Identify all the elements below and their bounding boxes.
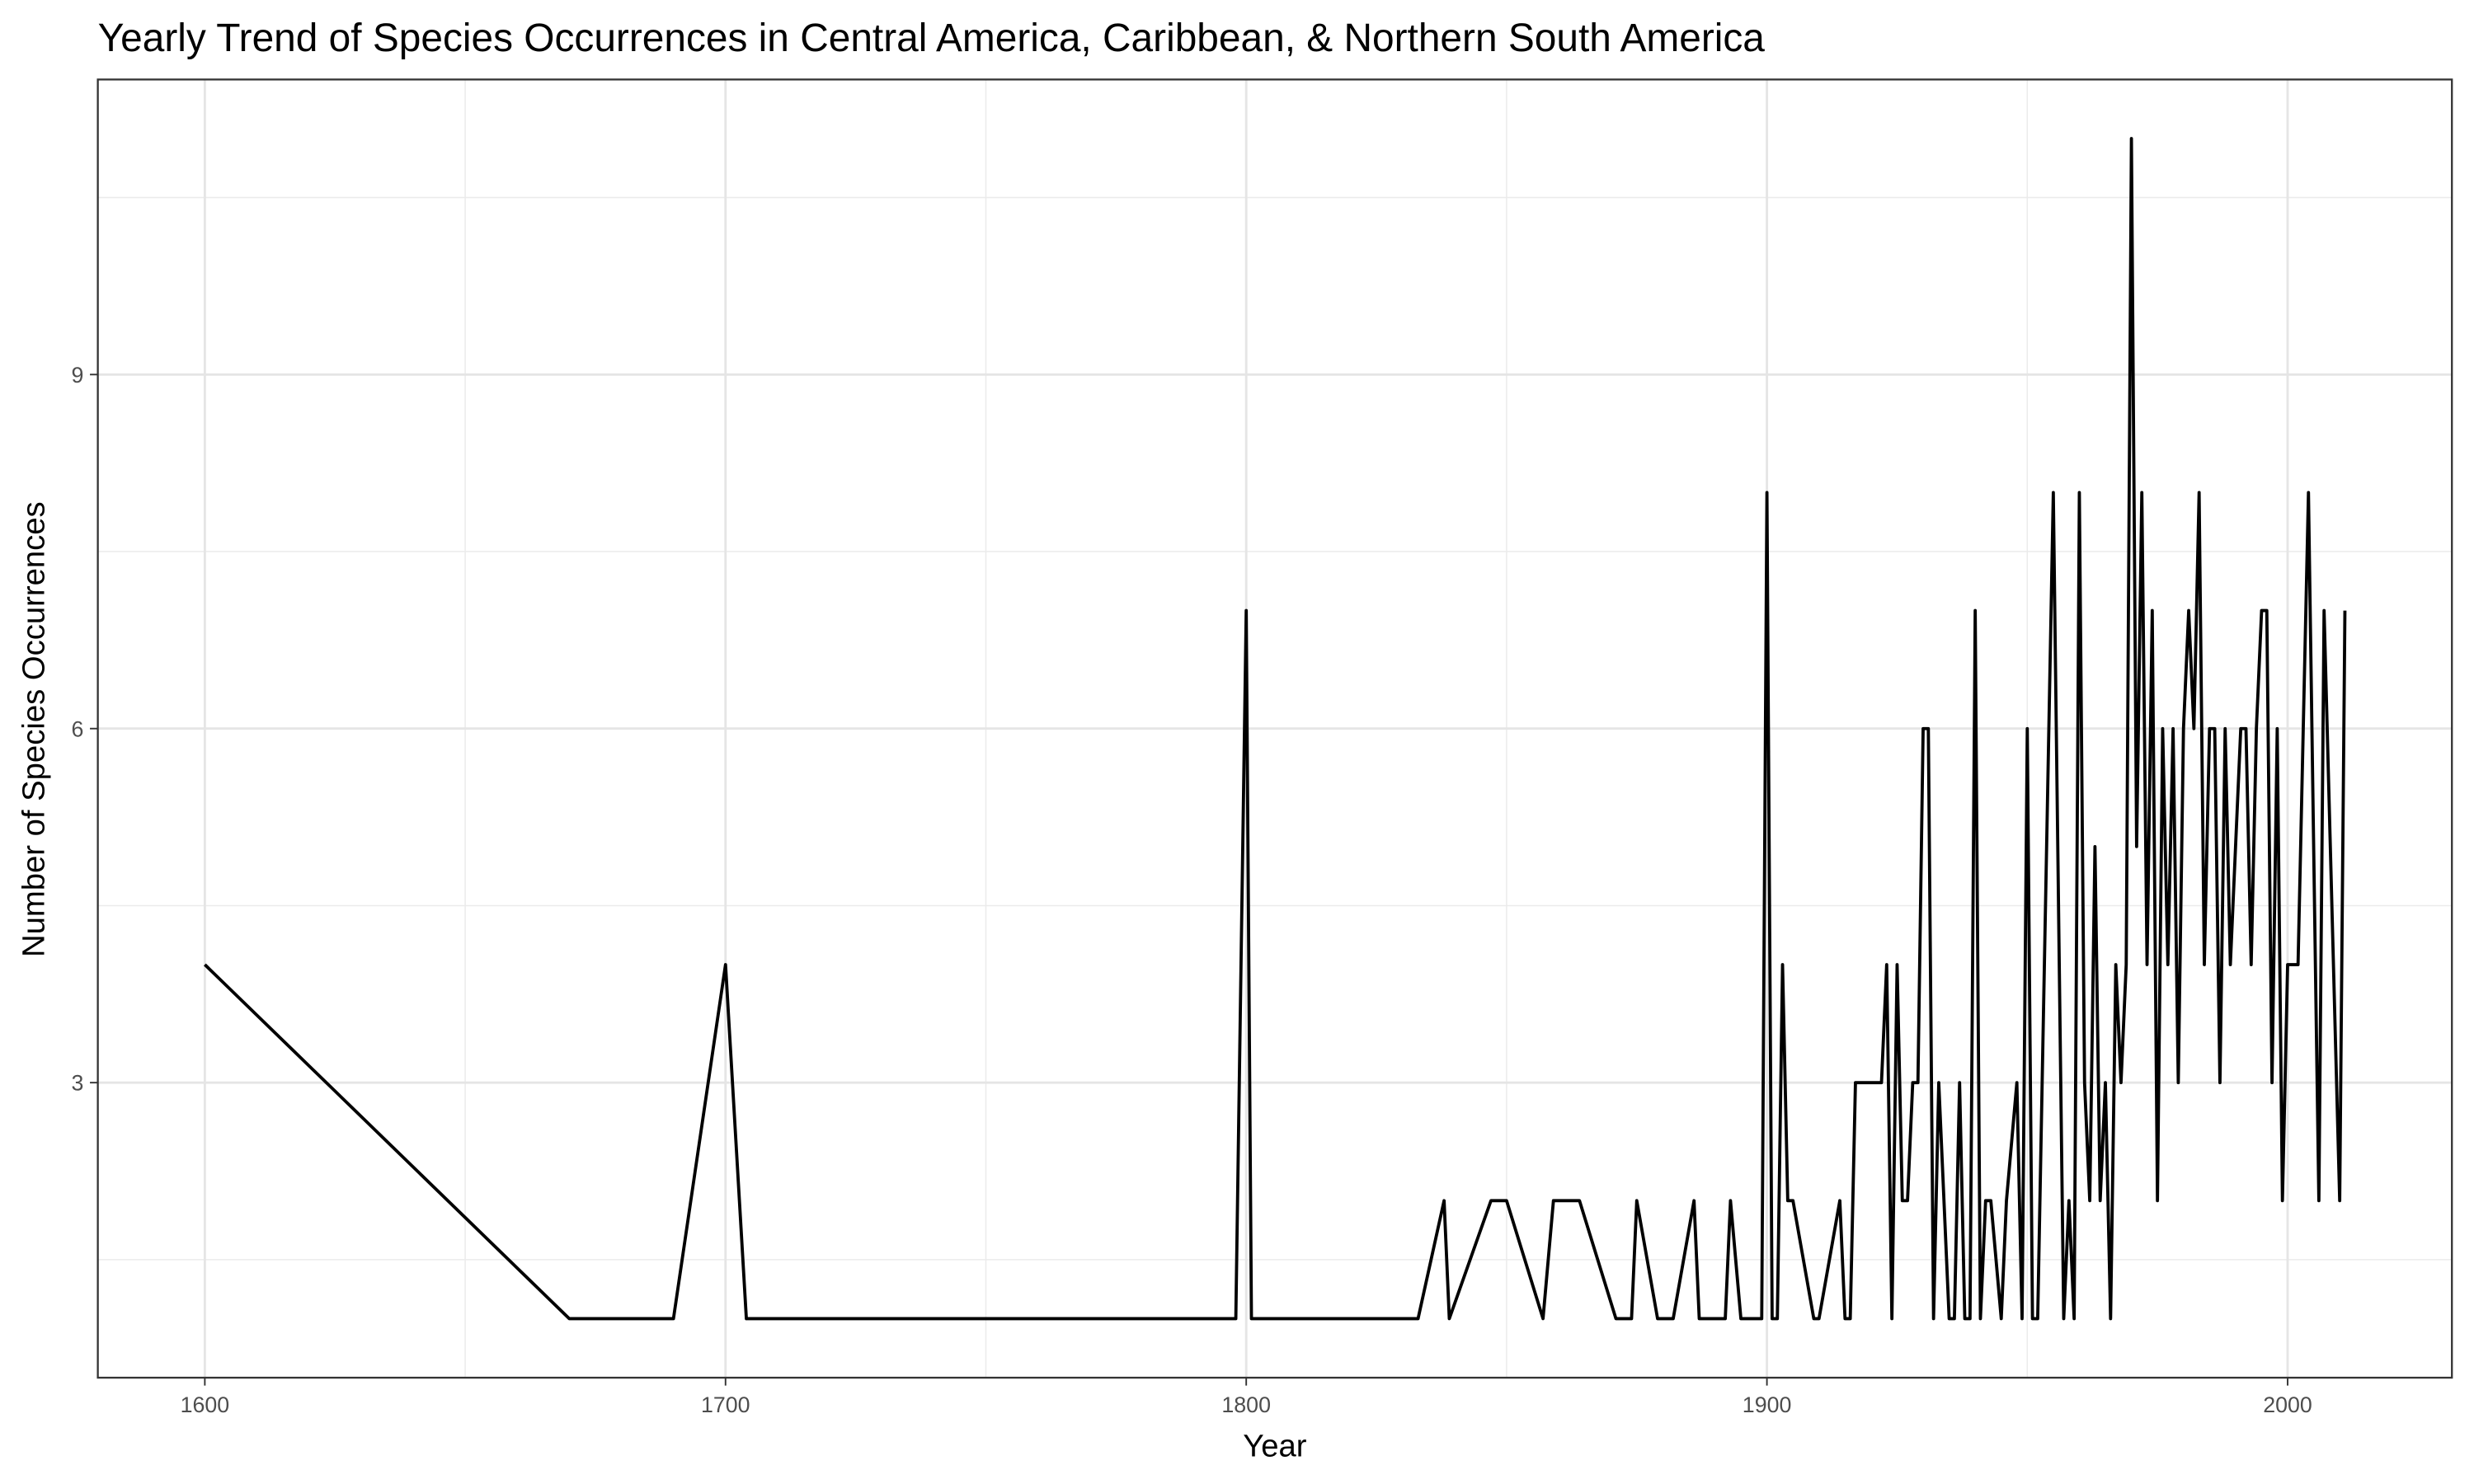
x-tick-label: 2000 [2263, 1392, 2312, 1417]
chart-title: Yearly Trend of Species Occurrences in C… [98, 16, 1766, 60]
x-tick-label: 1900 [1743, 1392, 1792, 1417]
x-axis-title: Year [1243, 1429, 1307, 1464]
data-line [204, 137, 2347, 1321]
x-tick-label: 1700 [701, 1392, 750, 1417]
y-tick-label: 6 [72, 716, 84, 741]
y-tick-label: 3 [72, 1071, 84, 1096]
plot-border [96, 78, 2453, 1379]
x-tick-label: 1600 [181, 1392, 230, 1417]
y-axis-title: Number of Species Occurrences [16, 501, 52, 957]
x-tick-label: 1800 [1221, 1392, 1271, 1417]
y-tick-label: 9 [72, 363, 84, 387]
